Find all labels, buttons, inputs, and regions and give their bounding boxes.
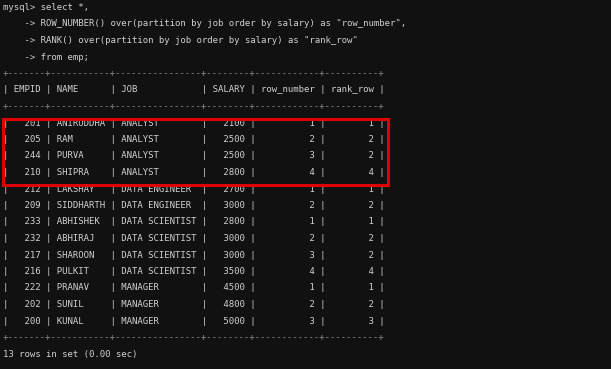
Text: |   209 | SIDDHARTH | DATA ENGINEER  |   3000 |          2 |        2 |: | 209 | SIDDHARTH | DATA ENGINEER | 3000… (3, 201, 385, 210)
Text: mysql> select *,: mysql> select *, (3, 3, 89, 12)
Text: | EMPID | NAME      | JOB            | SALARY | row_number | rank_row |: | EMPID | NAME | JOB | SALARY | row_numb… (3, 86, 385, 94)
Text: |   216 | PULKIT    | DATA SCIENTIST |   3500 |          4 |        4 |: | 216 | PULKIT | DATA SCIENTIST | 3500 |… (3, 267, 385, 276)
Text: +-------+-----------+----------------+--------+------------+----------+: +-------+-----------+----------------+--… (3, 333, 385, 342)
Text: |   233 | ABHISHEK  | DATA SCIENTIST |   2800 |          1 |        1 |: | 233 | ABHISHEK | DATA SCIENTIST | 2800… (3, 217, 385, 227)
Text: +-------+-----------+----------------+--------+------------+----------+: +-------+-----------+----------------+--… (3, 69, 385, 78)
Text: 13 rows in set (0.00 sec): 13 rows in set (0.00 sec) (3, 349, 137, 359)
Text: -> ROW_NUMBER() over(partition by job order by salary) as "row_number",: -> ROW_NUMBER() over(partition by job or… (3, 20, 406, 28)
Text: -> from emp;: -> from emp; (3, 52, 89, 62)
Text: -> RANK() over(partition by job order by salary) as "rank_row": -> RANK() over(partition by job order by… (3, 36, 358, 45)
Text: +-------+-----------+----------------+--------+------------+----------+: +-------+-----------+----------------+--… (3, 102, 385, 111)
Text: |   210 | SHIPRA    | ANALYST        |   2800 |          4 |        4 |: | 210 | SHIPRA | ANALYST | 2800 | 4 | 4 … (3, 168, 385, 177)
Text: |   205 | RAM       | ANALYST        |   2500 |          2 |        2 |: | 205 | RAM | ANALYST | 2500 | 2 | 2 | (3, 135, 385, 144)
Text: |   201 | ANIRUDDHA | ANALYST        |   2100 |          1 |        1 |: | 201 | ANIRUDDHA | ANALYST | 2100 | 1 |… (3, 118, 385, 128)
Text: |   222 | PRANAV    | MANAGER        |   4500 |          1 |        1 |: | 222 | PRANAV | MANAGER | 4500 | 1 | 1 … (3, 283, 385, 293)
Text: |   212 | LAKSHAY   | DATA ENGINEER  |   2700 |          1 |        1 |: | 212 | LAKSHAY | DATA ENGINEER | 2700 |… (3, 184, 385, 193)
Text: |   244 | PURVA     | ANALYST        |   2500 |          3 |        2 |: | 244 | PURVA | ANALYST | 2500 | 3 | 2 | (3, 152, 385, 161)
Text: |   232 | ABHIRAJ   | DATA SCIENTIST |   3000 |          2 |        2 |: | 232 | ABHIRAJ | DATA SCIENTIST | 3000 … (3, 234, 385, 243)
Text: |   217 | SHAROON   | DATA SCIENTIST |   3000 |          3 |        2 |: | 217 | SHAROON | DATA SCIENTIST | 3000 … (3, 251, 385, 259)
Text: |   200 | KUNAL     | MANAGER        |   5000 |          3 |        3 |: | 200 | KUNAL | MANAGER | 5000 | 3 | 3 | (3, 317, 385, 325)
Text: |   202 | SUNIL     | MANAGER        |   4800 |          2 |        2 |: | 202 | SUNIL | MANAGER | 4800 | 2 | 2 | (3, 300, 385, 309)
Bar (3, 118, 387, 184)
